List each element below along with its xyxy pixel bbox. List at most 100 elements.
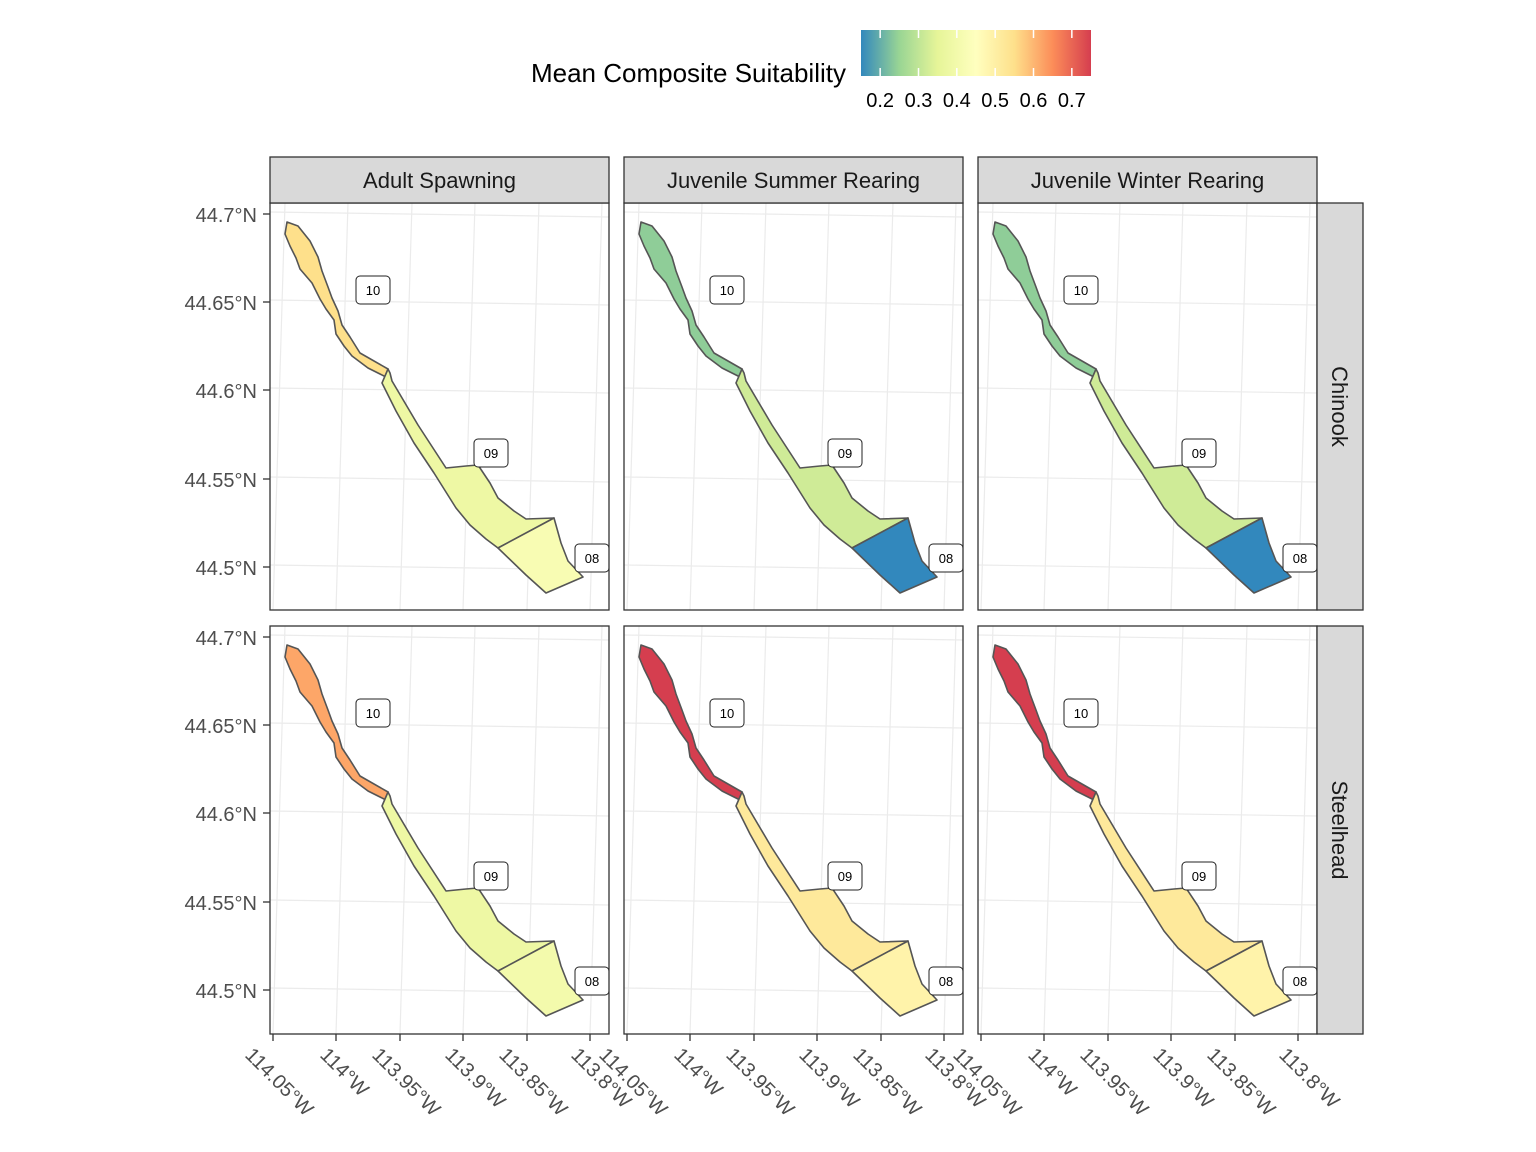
panel-chinook-1: 10 09 08 xyxy=(623,202,964,611)
reach-label-08: 08 xyxy=(574,966,610,996)
reach-08-polygon xyxy=(1205,517,1292,594)
y-tick-label: 44.7°N xyxy=(196,628,257,650)
reach-label-text: 08 xyxy=(1293,551,1307,566)
y-axis: 44.7°N 44.65°N 44.6°N 44.55°N 44.5°N 44.… xyxy=(185,205,270,1003)
reach-label-text: 09 xyxy=(838,869,852,884)
reach-label-text: 10 xyxy=(1074,283,1088,298)
legend-tick-label: 0.4 xyxy=(943,90,971,112)
x-tick-label: 113.85°W xyxy=(494,1044,571,1121)
reach-10-polygon xyxy=(638,221,743,378)
column-strips: Adult Spawning Juvenile Summer Rearing J… xyxy=(269,156,1318,204)
legend-tick-label: 0.5 xyxy=(981,90,1009,112)
reach-10-polygon xyxy=(992,221,1097,378)
reach-10-polygon xyxy=(992,644,1097,801)
reach-label-text: 10 xyxy=(720,706,734,721)
reach-09-polygon xyxy=(381,791,555,972)
legend-tick-label: 0.3 xyxy=(905,90,933,112)
reach-label-text: 09 xyxy=(1192,446,1206,461)
reach-label-09: 09 xyxy=(827,438,863,468)
reach-10-polygon xyxy=(638,644,743,801)
reach-label-10: 10 xyxy=(355,275,391,305)
reach-label-text: 08 xyxy=(585,974,599,989)
legend-colorbar xyxy=(861,30,1091,76)
y-tick-label: 44.65°N xyxy=(185,293,258,315)
y-tick-label: 44.6°N xyxy=(196,381,257,403)
x-tick-label: 113.95°W xyxy=(1075,1044,1152,1121)
reach-label-text: 08 xyxy=(939,974,953,989)
legend-title: Mean Composite Suitability xyxy=(531,58,846,88)
reach-08-polygon xyxy=(497,940,584,1017)
reach-label-08: 08 xyxy=(928,966,964,996)
y-tick-label: 44.65°N xyxy=(185,716,258,738)
reach-label-09: 09 xyxy=(1181,438,1217,468)
reach-label-text: 10 xyxy=(1074,706,1088,721)
reach-label-text: 08 xyxy=(939,551,953,566)
reach-label-10: 10 xyxy=(1063,698,1099,728)
reach-label-10: 10 xyxy=(1063,275,1099,305)
legend-tick-label: 0.2 xyxy=(866,90,894,112)
reach-08-polygon xyxy=(497,517,584,594)
x-tick-label: 113.85°W xyxy=(848,1044,925,1121)
y-tick-label: 44.7°N xyxy=(196,205,257,227)
reach-09-polygon xyxy=(1089,368,1263,549)
x-tick-label: 113.95°W xyxy=(367,1044,444,1121)
reach-label-text: 09 xyxy=(1192,869,1206,884)
y-tick-label: 44.5°N xyxy=(196,558,257,580)
y-tick-label: 44.55°N xyxy=(185,893,258,915)
x-tick-label: 114.05°W xyxy=(240,1044,317,1121)
panel-steelhead-0: 10 09 08 xyxy=(269,625,610,1035)
x-axis: 114.05°W 114°W 113.95°W 113.9°W 113.85°W… xyxy=(240,1034,1343,1121)
legend-tick-label: 0.6 xyxy=(1020,90,1048,112)
x-tick-label: 114°W xyxy=(669,1044,726,1101)
reach-label-text: 10 xyxy=(366,706,380,721)
reach-10-polygon xyxy=(284,644,389,801)
strip-juvenile-winter-rearing: Juvenile Winter Rearing xyxy=(1031,168,1265,193)
reach-label-08: 08 xyxy=(1282,543,1318,573)
panel-border xyxy=(269,625,610,1035)
reach-label-09: 09 xyxy=(1181,861,1217,891)
strip-chinook: Chinook xyxy=(1327,366,1352,448)
x-tick-label: 113.95°W xyxy=(721,1044,798,1121)
x-tick-label: 113.85°W xyxy=(1202,1044,1279,1121)
reach-09-polygon xyxy=(381,368,555,549)
legend-tick-label: 0.7 xyxy=(1058,90,1086,112)
row-strips: Chinook Steelhead xyxy=(1316,202,1364,1035)
strip-adult-spawning: Adult Spawning xyxy=(363,168,516,193)
panel-chinook-2: 10 09 08 xyxy=(977,202,1318,611)
y-tick-label: 44.6°N xyxy=(196,804,257,826)
y-tick-label: 44.55°N xyxy=(185,470,258,492)
reach-08-polygon xyxy=(851,517,938,594)
reach-label-text: 10 xyxy=(366,283,380,298)
strip-steelhead: Steelhead xyxy=(1327,780,1352,879)
reach-label-text: 08 xyxy=(585,551,599,566)
panel-steelhead-2: 10 09 08 xyxy=(977,625,1318,1035)
reach-08-polygon xyxy=(851,940,938,1017)
panel-border xyxy=(623,625,964,1035)
reach-label-08: 08 xyxy=(574,543,610,573)
reach-10-polygon xyxy=(284,221,389,378)
strip-juvenile-summer-rearing: Juvenile Summer Rearing xyxy=(667,168,920,193)
reach-09-polygon xyxy=(735,368,909,549)
legend: Mean Composite Suitability 0.2 0.3 0.4 0.5 0… xyxy=(531,30,1091,112)
reach-label-text: 09 xyxy=(838,446,852,461)
reach-09-polygon xyxy=(1089,791,1263,972)
reach-label-text: 09 xyxy=(484,869,498,884)
panel-chinook-0: 10 09 08 xyxy=(269,202,610,611)
x-tick-label: 113.8°W xyxy=(1274,1044,1343,1113)
y-tick-label: 44.5°N xyxy=(196,981,257,1003)
panels: 10 09 08 10 09 08 10 09 08 10 09 08 10 09 08 10 09 08 xyxy=(269,202,1318,1035)
reach-label-text: 10 xyxy=(720,283,734,298)
reach-09-polygon xyxy=(735,791,909,972)
reach-label-10: 10 xyxy=(709,698,745,728)
reach-label-09: 09 xyxy=(473,438,509,468)
reach-label-10: 10 xyxy=(355,698,391,728)
reach-label-10: 10 xyxy=(709,275,745,305)
graticule xyxy=(623,202,964,611)
reach-label-text: 09 xyxy=(484,446,498,461)
reach-label-text: 08 xyxy=(1293,974,1307,989)
reach-08-polygon xyxy=(1205,940,1292,1017)
reach-label-08: 08 xyxy=(1282,966,1318,996)
reach-label-09: 09 xyxy=(473,861,509,891)
reach-label-08: 08 xyxy=(928,543,964,573)
